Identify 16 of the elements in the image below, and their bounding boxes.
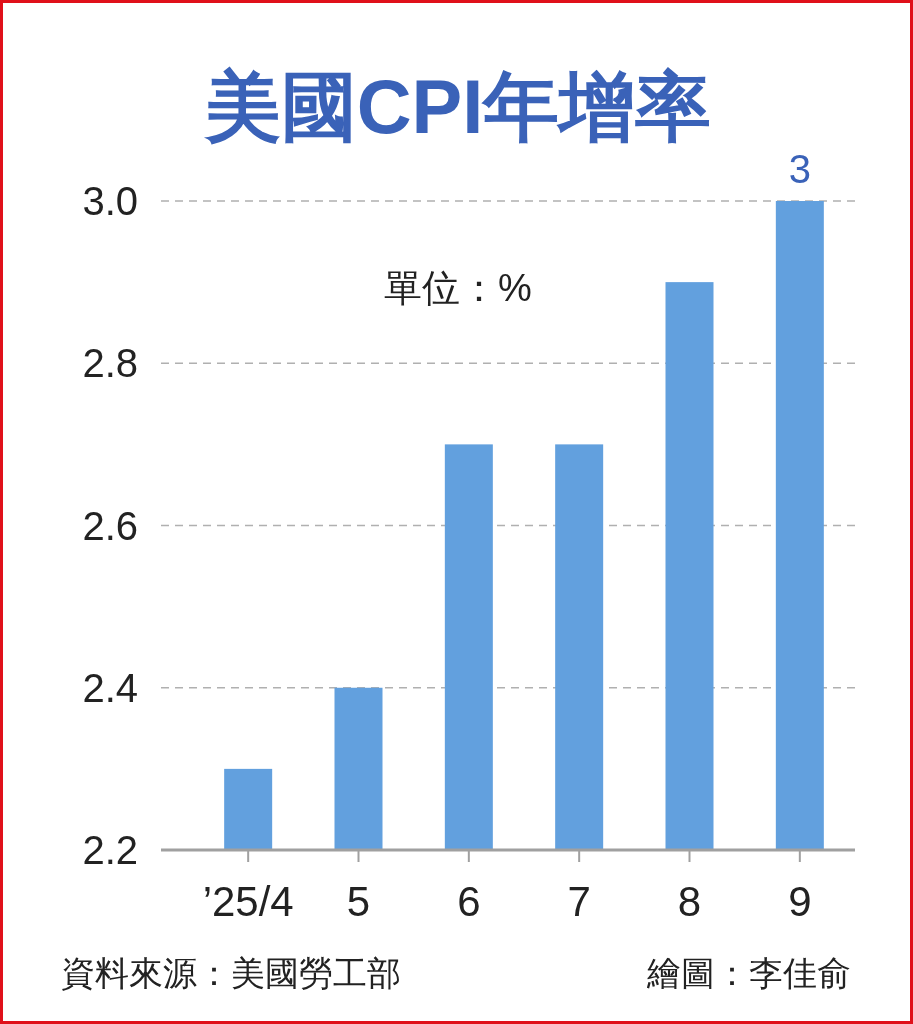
y-tick-label: 2.2 [82, 828, 138, 872]
y-tick-label: 2.8 [82, 341, 138, 386]
x-tick-label: 7 [567, 878, 591, 925]
y-tick-label: 2.4 [82, 665, 138, 710]
chart-title: 美國CPI年增率 [202, 64, 712, 149]
source-note: 資料來源：美國勞工部 [61, 954, 401, 992]
text: 繪圖：李佳俞 [646, 954, 851, 992]
data-label: 3 [788, 147, 811, 191]
x-tick-label: 6 [457, 878, 481, 925]
x-tick-label: 8 [677, 878, 702, 925]
x-tick-label: ’25/4 [202, 878, 294, 925]
annotation: 單位：% [384, 267, 532, 309]
y-tick-label: 3.0 [82, 179, 138, 223]
x-tick-label: 5 [346, 878, 371, 925]
x-tick-label: 9 [788, 878, 812, 925]
y-tick-label: 2.6 [82, 503, 138, 548]
